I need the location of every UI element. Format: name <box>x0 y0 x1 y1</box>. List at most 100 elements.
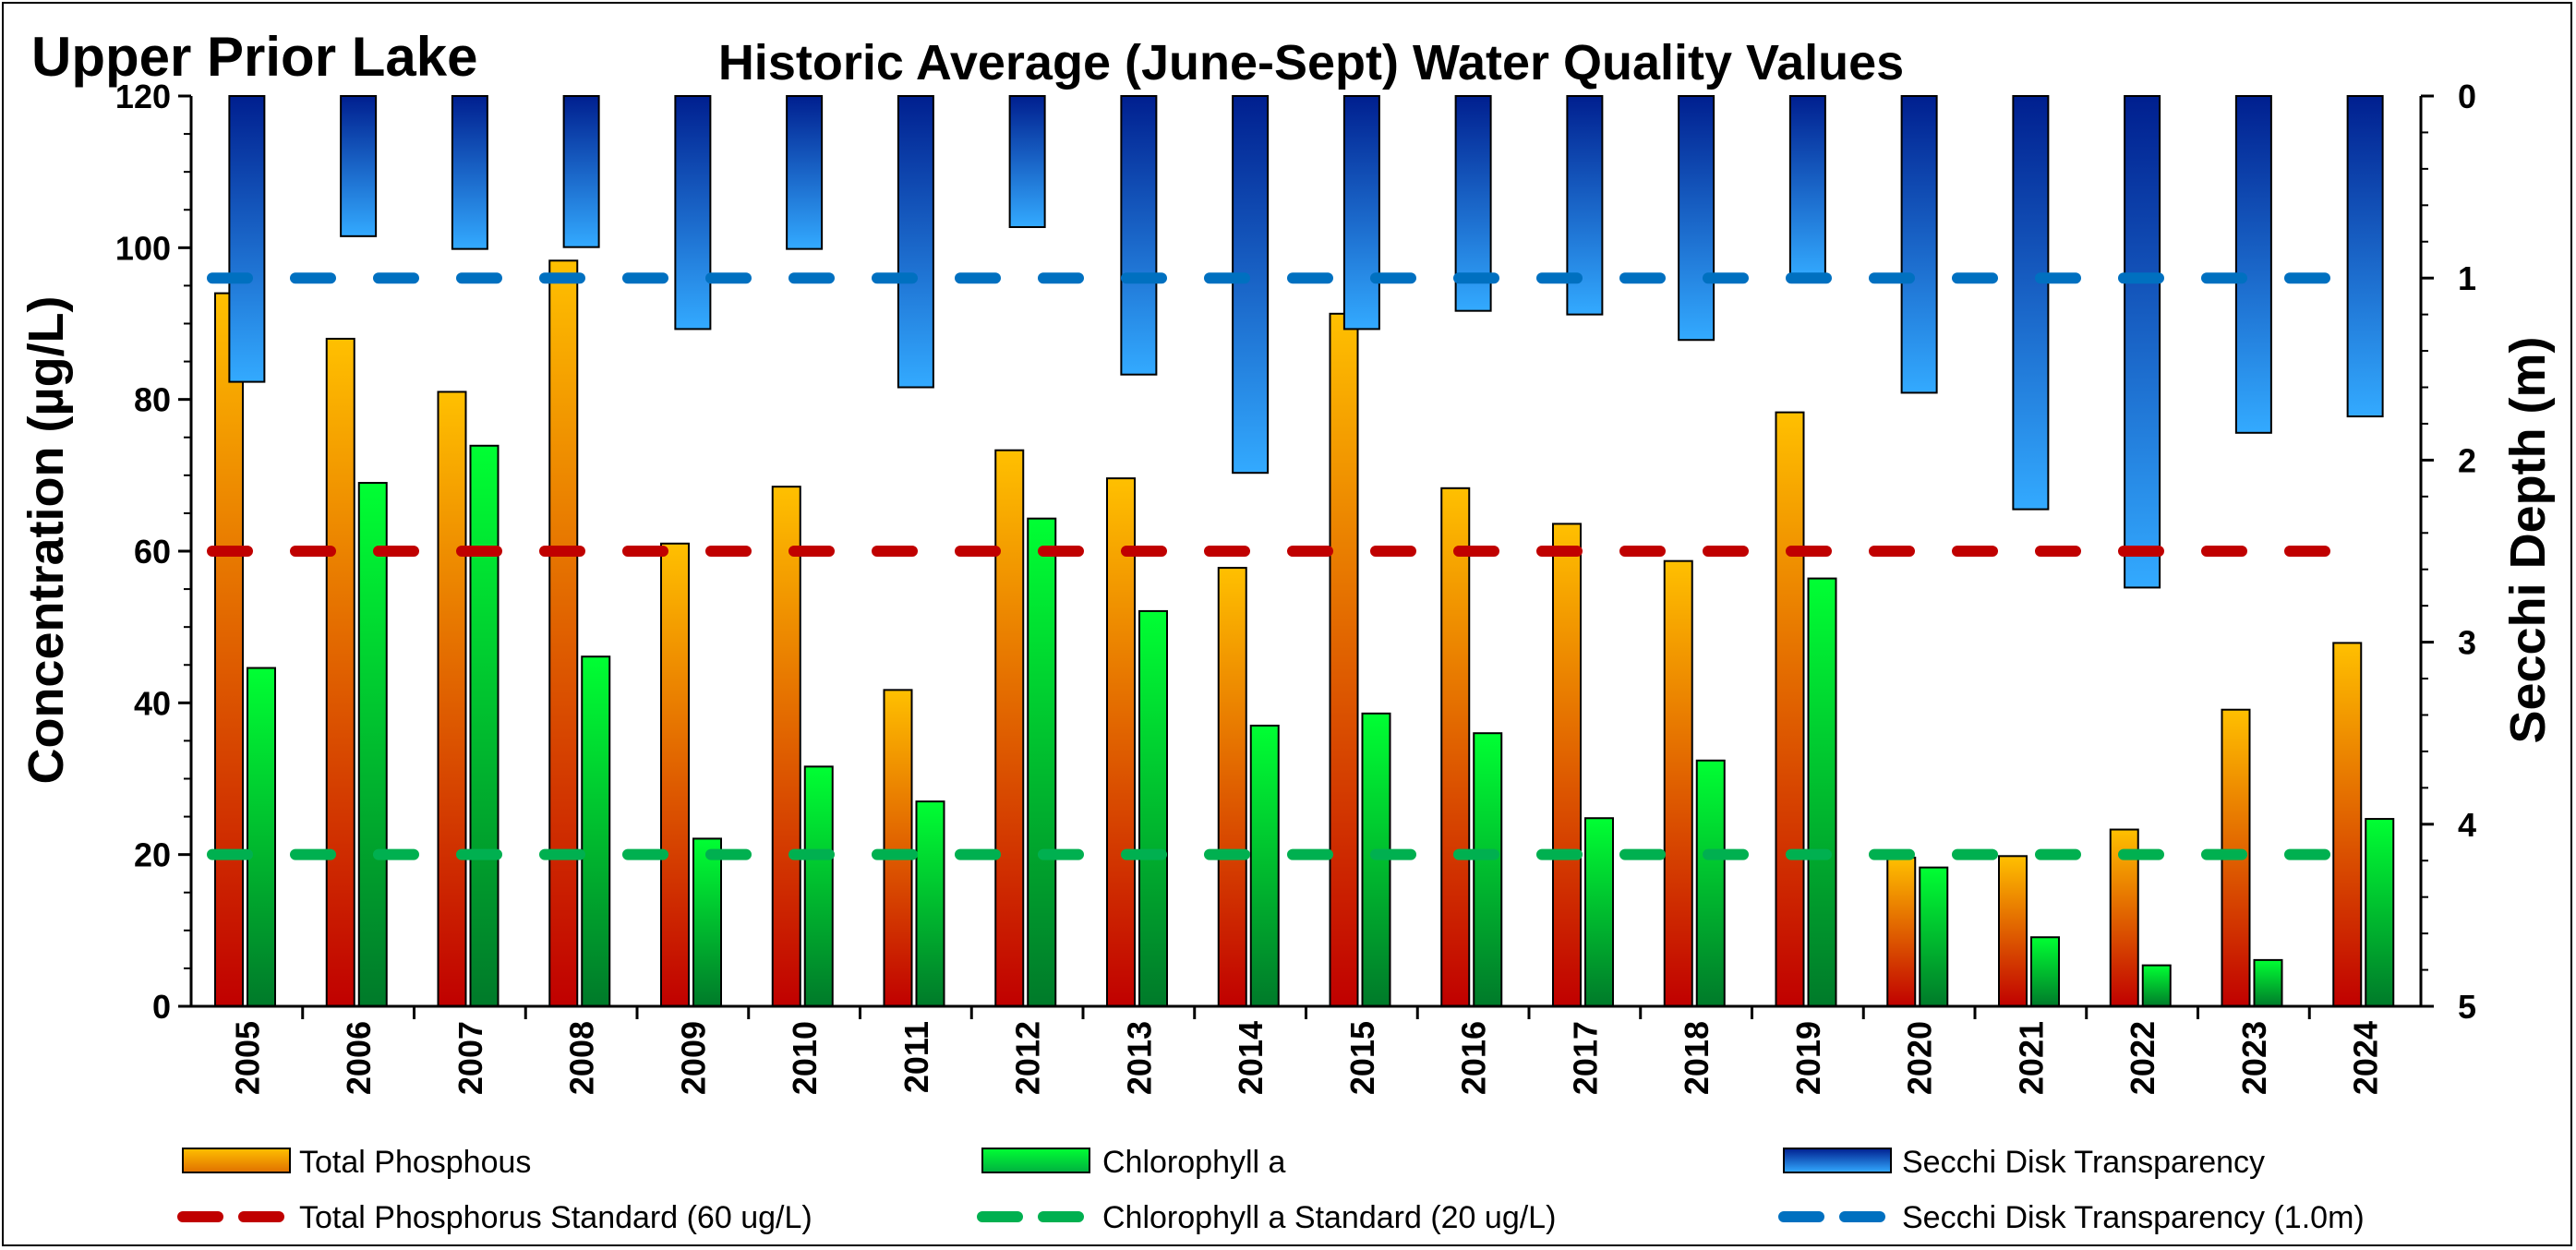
tp-bar-2009 <box>660 542 690 1007</box>
x-tick-label-2017: 2017 <box>1566 1021 1604 1095</box>
chl-bar-2010 <box>803 765 834 1007</box>
y-tick-label-120: 120 <box>115 78 171 115</box>
tp-bar-2014 <box>1217 567 1247 1007</box>
y-tick-label-0: 0 <box>152 988 171 1026</box>
y2-tick-label-0: 0 <box>2458 78 2476 115</box>
legend: Total Phosphous Chlorophyll a Secchi Dis… <box>177 1145 2365 1235</box>
chl-bar-2009 <box>692 837 722 1008</box>
y2-tick-label-3: 3 <box>2458 624 2476 662</box>
y2-tick-label-2: 2 <box>2458 441 2476 479</box>
secchi-bar-2008 <box>562 95 600 248</box>
secchi-bar-2013 <box>1120 95 1158 376</box>
tp-bar-2016 <box>1440 487 1471 1007</box>
x-tick-label-2020: 2020 <box>1901 1021 1939 1095</box>
legend-label-total-phosphorus: Total Phosphous <box>299 1145 531 1180</box>
secchi-bar-2015 <box>1342 95 1380 331</box>
y2-tick-label-4: 4 <box>2458 806 2476 844</box>
secchi-bar-2006 <box>340 95 378 237</box>
x-tick-label-2011: 2011 <box>897 1021 935 1093</box>
x-tick-label-2008: 2008 <box>563 1021 601 1095</box>
y-tick-label-80: 80 <box>134 381 171 419</box>
chl-bar-2011 <box>915 800 945 1008</box>
x-tick-label-2021: 2021 <box>2012 1021 2050 1095</box>
tp-bar-2024 <box>2332 642 2363 1008</box>
legend-swatch-chlorophyll <box>981 1148 1090 1173</box>
tp-bar-2012 <box>994 449 1025 1007</box>
tp-bar-2007 <box>437 391 467 1007</box>
tp-bar-2017 <box>1552 523 1582 1007</box>
x-tick-label-2019: 2019 <box>1789 1021 1827 1095</box>
y-tick-label-60: 60 <box>134 533 171 571</box>
tp-bar-2018 <box>1663 559 1693 1007</box>
chl-bar-2018 <box>1695 759 1726 1008</box>
y2-tick-label-1: 1 <box>2458 259 2476 297</box>
x-tick-label-2018: 2018 <box>1678 1021 1715 1095</box>
legend-swatch-secchi <box>1783 1148 1892 1173</box>
secchi-bar-2019 <box>1788 95 1826 280</box>
secchi-bar-2010 <box>786 95 824 250</box>
chl-bar-2022 <box>2141 964 2172 1008</box>
tp-bar-2005 <box>214 292 244 1007</box>
legend-label-tp-standard: Total Phosphorus Standard (60 ug/L) <box>299 1200 813 1235</box>
secchi-bar-2005 <box>228 95 266 383</box>
legend-label-secchi: Secchi Disk Transparency <box>1902 1145 2265 1180</box>
tp-bar-2019 <box>1775 411 1805 1007</box>
y2-tick-label-5: 5 <box>2458 988 2476 1026</box>
secchi-bar-2024 <box>2346 95 2384 418</box>
secchi-bar-2022 <box>2124 95 2161 589</box>
chl-bar-2016 <box>1473 732 1503 1007</box>
x-tick-label-2007: 2007 <box>451 1021 489 1095</box>
secchi-bar-2018 <box>1678 95 1715 342</box>
secchi-bar-2021 <box>2012 95 2050 511</box>
chl-bar-2024 <box>2365 818 2395 1007</box>
x-tick-label-2013: 2013 <box>1120 1021 1158 1095</box>
x-tick-label-2016: 2016 <box>1455 1021 1493 1095</box>
chl-bar-2006 <box>357 482 388 1007</box>
y-tick-label-40: 40 <box>134 684 171 722</box>
x-tick-label-2024: 2024 <box>2347 1021 2385 1095</box>
chl-bar-2023 <box>2253 958 2283 1007</box>
secchi-bar-2014 <box>1232 95 1270 475</box>
axes-layer: 2005 2006 2007 2008 2009 2010 2011 2012 2013 2014… <box>115 78 2476 1095</box>
y-axis-title: Concentration (µg/L) <box>18 295 74 784</box>
x-tick-label-2009: 2009 <box>674 1021 712 1095</box>
x-tick-label-2015: 2015 <box>1343 1021 1381 1095</box>
chl-bar-2014 <box>1249 724 1280 1007</box>
secchi-bar-2012 <box>1008 95 1046 228</box>
y-tick-label-20: 20 <box>134 836 171 874</box>
secchi-bar-2023 <box>2234 95 2272 434</box>
chl-bar-2017 <box>1584 817 1614 1008</box>
chl-bar-2008 <box>581 655 611 1007</box>
tp-bar-2010 <box>771 486 801 1007</box>
x-tick-label-2010: 2010 <box>786 1021 824 1095</box>
secchi-bar-2020 <box>1900 95 1938 394</box>
tp-bar-2021 <box>1998 855 2028 1007</box>
legend-label-secchi-standard: Secchi Disk Transparency (1.0m) <box>1902 1200 2365 1235</box>
tp-bar-2020 <box>1886 856 1917 1007</box>
tp-bar-2006 <box>325 337 355 1007</box>
legend-label-chl-standard: Chlorophyll a Standard (20 ug/L) <box>1102 1200 1556 1235</box>
tp-bar-2013 <box>1106 477 1136 1007</box>
x-tick-label-2014: 2014 <box>1232 1021 1270 1095</box>
secchi-bar-2009 <box>674 95 712 331</box>
y-tick-label-100: 100 <box>115 229 171 267</box>
lake-title: Upper Prior Lake <box>31 26 478 88</box>
chl-bar-2021 <box>2030 936 2060 1007</box>
chl-bar-2012 <box>1027 517 1057 1007</box>
legend-swatch-total-phosphorus <box>182 1148 291 1173</box>
chl-bar-2005 <box>247 667 276 1008</box>
legend-label-chlorophyll: Chlorophyll a <box>1102 1145 1286 1180</box>
tp-bar-2015 <box>1329 312 1359 1007</box>
y2-axis-title: Secchi Depth (m) <box>2500 336 2556 743</box>
chl-bar-2019 <box>1807 577 1837 1008</box>
chl-bar-2007 <box>469 444 500 1007</box>
secchi-bar-2007 <box>451 95 488 250</box>
x-tick-label-2022: 2022 <box>2124 1021 2161 1095</box>
chl-bar-2013 <box>1138 609 1168 1008</box>
reference-lines-layer <box>207 272 2369 860</box>
bars-layer <box>214 95 2395 1008</box>
tp-bar-2011 <box>883 689 913 1007</box>
secchi-bar-2011 <box>897 95 934 389</box>
